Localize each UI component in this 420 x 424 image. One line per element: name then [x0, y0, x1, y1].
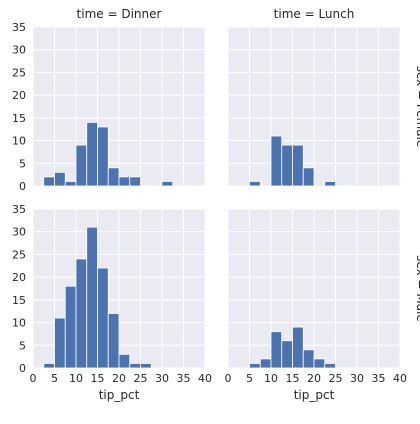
x-tick-label: 0	[225, 372, 232, 385]
y-tick-label: 25	[12, 66, 26, 79]
y-tick-label: 20	[12, 271, 26, 284]
histogram-bar	[64, 285, 77, 369]
y-tick-label: 10	[12, 135, 26, 148]
histogram-bar	[292, 326, 304, 369]
x-tick-label: 25	[329, 372, 343, 385]
histogram-bar	[64, 181, 77, 187]
histogram-bar	[118, 353, 131, 369]
histogram-bar	[107, 313, 120, 369]
x-tick-label: 35	[177, 372, 191, 385]
y-tick-label: 30	[12, 44, 26, 57]
histogram-bar	[270, 331, 283, 369]
column-title: time = Lunch	[274, 7, 355, 21]
histogram-bar	[54, 317, 66, 369]
histogram-bar	[118, 176, 131, 187]
histogram-bar	[324, 181, 336, 187]
histogram-bar	[270, 135, 283, 187]
x-tick-label: 15	[91, 372, 105, 385]
y-tick-label: 5	[19, 157, 26, 170]
column-title: time = Dinner	[77, 7, 162, 21]
histogram-bar	[313, 358, 326, 369]
y-tick-label: 15	[12, 294, 26, 307]
y-tick-label: 25	[12, 248, 26, 261]
histogram-bar	[86, 122, 98, 187]
histogram-bar	[302, 349, 315, 369]
histogram-bar	[324, 363, 336, 369]
x-tick-label: 5	[246, 372, 253, 385]
y-tick-label: 0	[19, 362, 26, 375]
x-tick-label: 10	[264, 372, 278, 385]
histogram-bar	[129, 176, 141, 187]
x-tick-label: 5	[51, 372, 58, 385]
histogram-bar	[97, 126, 109, 187]
x-tick-label: 30	[350, 372, 364, 385]
histogram-bar	[249, 363, 261, 369]
histogram-bar	[161, 181, 174, 187]
histogram-bar	[281, 340, 293, 369]
histogram-bar	[75, 144, 88, 187]
histogram-bar	[75, 258, 88, 369]
x-tick-label: 15	[286, 372, 300, 385]
histogram-bar	[140, 363, 152, 369]
histogram-bar	[97, 267, 109, 369]
x-tick-label: 40	[393, 372, 407, 385]
x-tick-label: 25	[134, 372, 148, 385]
x-tick-label: 0	[30, 372, 37, 385]
row-title: sex = Male	[414, 255, 420, 322]
row-title: sex = Female	[414, 66, 420, 148]
y-tick-label: 5	[19, 339, 26, 352]
x-tick-label: 40	[198, 372, 212, 385]
x-tick-label: 35	[372, 372, 386, 385]
histogram-bar	[302, 167, 315, 187]
histogram-bar	[249, 181, 261, 187]
histogram-bar	[86, 226, 98, 369]
x-tick-label: 30	[155, 372, 169, 385]
x-axis-label: tip_pct	[294, 388, 335, 402]
histogram-bar	[259, 358, 272, 369]
histogram-bar	[281, 144, 293, 187]
y-tick-label: 10	[12, 317, 26, 330]
histogram-bar	[54, 171, 66, 187]
histogram-bar	[43, 363, 55, 369]
histogram-bar	[43, 176, 55, 187]
y-tick-label: 35	[12, 203, 26, 216]
histogram-bar	[292, 144, 304, 187]
histogram-bar	[129, 363, 141, 369]
y-tick-label: 0	[19, 180, 26, 193]
y-tick-label: 30	[12, 226, 26, 239]
x-tick-label: 10	[69, 372, 83, 385]
x-tick-label: 20	[307, 372, 321, 385]
x-axis-label: tip_pct	[99, 388, 140, 402]
y-tick-label: 20	[12, 89, 26, 102]
histogram-bar	[107, 167, 120, 187]
y-tick-label: 35	[12, 21, 26, 34]
y-tick-label: 15	[12, 112, 26, 125]
x-tick-label: 20	[112, 372, 126, 385]
